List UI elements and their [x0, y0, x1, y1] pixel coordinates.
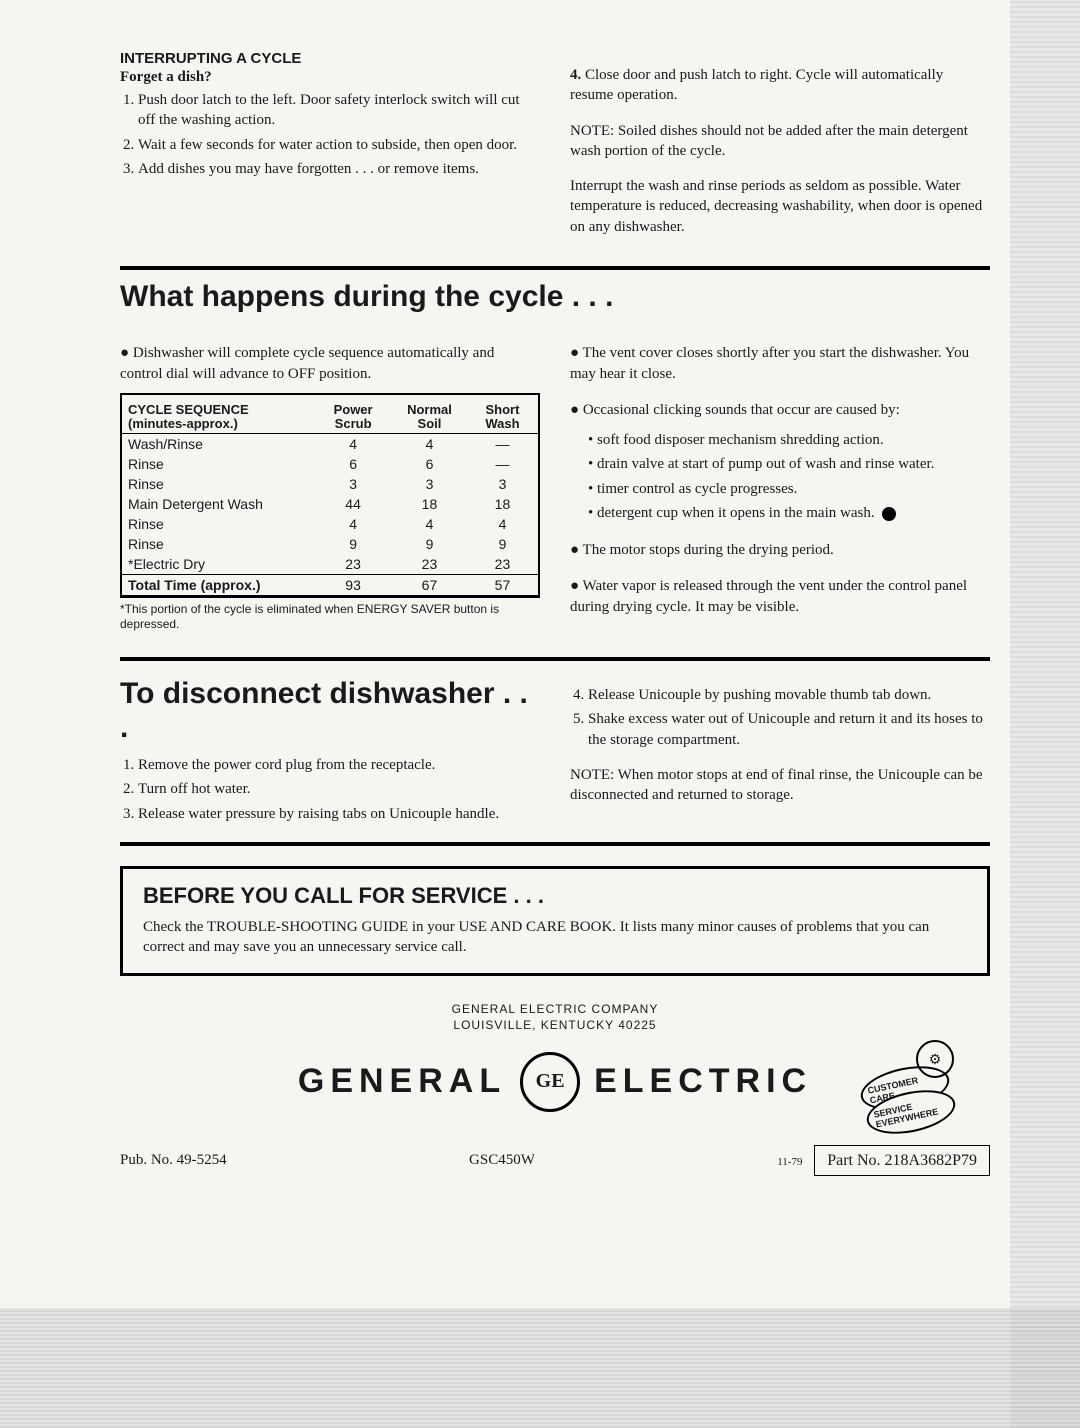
right-bullet: The vent cover closes shortly after you … [570, 343, 990, 385]
brand-right: ELECTRIC [594, 1062, 812, 1101]
footer-row: Pub. No. 49-5254 GSC450W 11-79 Part No. … [120, 1152, 990, 1170]
th: Normal Soil [392, 401, 467, 434]
th: CYCLE SEQUENCE (minutes-approx.) [122, 401, 314, 434]
disconnect-section: To disconnect dishwasher . . . Remove th… [120, 671, 990, 828]
service-box: BEFORE YOU CALL FOR SERVICE . . . Check … [120, 866, 990, 977]
whathappens-section: Dishwasher will complete cycle sequence … [120, 328, 990, 643]
disconnect-heading: To disconnect dishwasher . . . [120, 677, 540, 745]
right-bullet: Water vapor is released through the vent… [570, 576, 990, 618]
list-item: Add dishes you may have forgotten . . . … [138, 159, 540, 179]
list-item: Push door latch to the left. Door safety… [138, 90, 540, 131]
date-code: 11-79 [777, 1156, 802, 1168]
list-item: timer control as cycle progresses. [588, 478, 990, 501]
model-number: GSC450W [469, 1152, 535, 1169]
list-item: Turn off hot water. [138, 779, 540, 799]
interrupt-subheading: Forget a dish? [120, 69, 540, 86]
interrupt-left-steps: Push door latch to the left. Door safety… [120, 90, 540, 179]
list-item: soft food disposer mechanism shredding a… [588, 429, 990, 452]
cycle-table-wrapper: CYCLE SEQUENCE (minutes-approx.) Power S… [120, 393, 540, 599]
dot-icon [882, 507, 896, 521]
list-item: Shake excess water out of Unicouple and … [588, 709, 990, 750]
divider [120, 657, 990, 661]
table-footnote: *This portion of the cycle is eliminated… [120, 602, 540, 631]
customer-care-badge: ⚙ CUSTOMER CARE... SERVICE EVERYWHERE [860, 1040, 960, 1150]
interrupt-note: NOTE: Soiled dishes should not be added … [570, 121, 990, 162]
cycle-tbody: Wash/Rinse44— Rinse66— Rinse333 Main Det… [122, 434, 538, 596]
th: Power Scrub [314, 401, 392, 434]
list-item: Remove the power cord plug from the rece… [138, 755, 540, 775]
disconnect-left-steps: Remove the power cord plug from the rece… [120, 755, 540, 824]
total-label: Total Time (approx.) [122, 575, 314, 596]
interrupt-step4: 4. Close door and push latch to right. C… [570, 65, 990, 106]
disconnect-right-steps: Release Unicouple by pushing movable thu… [570, 685, 990, 750]
list-item: Release Unicouple by pushing movable thu… [588, 685, 990, 705]
disconnect-note: NOTE: When motor stops at end of final r… [570, 765, 990, 806]
interrupt-heading: INTERRUPTING A CYCLE [120, 50, 540, 67]
right-bullet: The motor stops during the drying period… [570, 540, 990, 561]
list-item: drain valve at start of pump out of wash… [588, 453, 990, 476]
interrupt-section: INTERRUPTING A CYCLE Forget a dish? Push… [120, 50, 990, 252]
list-item: Wait a few seconds for water action to s… [138, 135, 540, 155]
cycle-table: CYCLE SEQUENCE (minutes-approx.) Power S… [122, 401, 538, 597]
whathappens-left-bullet: Dishwasher will complete cycle sequence … [120, 343, 540, 385]
list-item: Release water pressure by raising tabs o… [138, 804, 540, 824]
service-body: Check the TROUBLE-SHOOTING GUIDE in your… [143, 917, 967, 958]
whathappens-heading: What happens during the cycle . . . [120, 280, 990, 314]
th: Short Wash [467, 401, 538, 434]
brand-left: GENERAL [298, 1062, 506, 1101]
pub-number: Pub. No. 49-5254 [120, 1152, 227, 1169]
sub-bullet-list: soft food disposer mechanism shredding a… [588, 429, 990, 525]
list-item: detergent cup when it opens in the main … [588, 502, 990, 525]
divider [120, 266, 990, 270]
manual-page: INTERRUPTING A CYCLE Forget a dish? Push… [0, 0, 1080, 1428]
service-heading: BEFORE YOU CALL FOR SERVICE . . . [143, 883, 967, 909]
interrupt-para: Interrupt the wash and rinse periods as … [570, 176, 990, 237]
scan-noise-bottom [0, 1308, 1080, 1428]
company-address: GENERAL ELECTRIC COMPANY LOUISVILLE, KEN… [120, 1002, 990, 1033]
ge-monogram-icon: GE [520, 1052, 580, 1112]
scan-noise-right [1010, 0, 1080, 1428]
right-bullet: Occasional clicking sounds that occur ar… [570, 400, 990, 421]
divider [120, 842, 990, 846]
